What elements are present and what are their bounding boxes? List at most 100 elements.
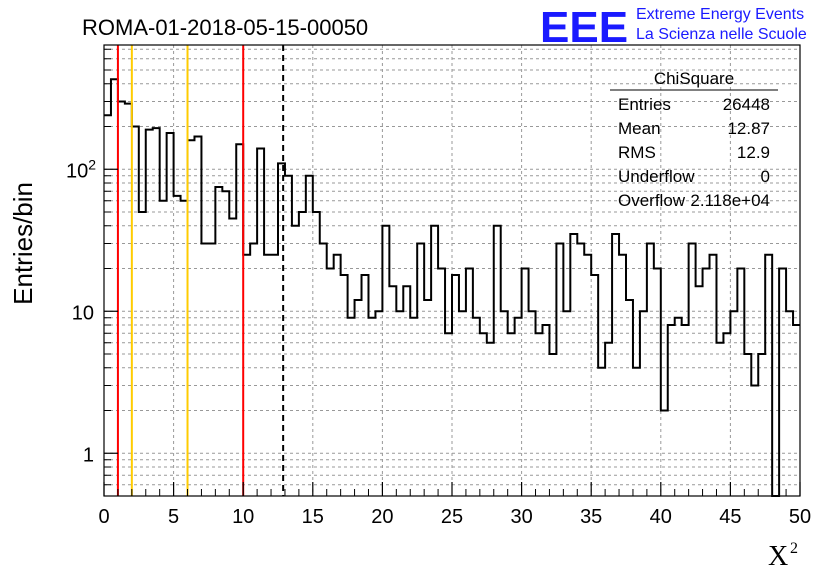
histogram-bin — [299, 212, 306, 496]
histogram-bin — [466, 269, 473, 496]
histogram-bin — [682, 325, 689, 496]
histogram-bin — [501, 311, 508, 496]
histogram-bin — [417, 244, 424, 496]
histogram-bin — [737, 269, 744, 496]
histogram-bin — [174, 196, 181, 496]
histogram-bin — [181, 201, 188, 496]
histogram-bin — [591, 275, 598, 496]
stats-box: ChiSquare Entries 26448 Mean 12.87 RMS 12.9 Un… — [610, 69, 778, 210]
stats-label: Overflow — [618, 191, 686, 210]
histogram-bin — [348, 318, 355, 496]
histogram-bin — [626, 300, 633, 496]
histogram-bin — [341, 275, 348, 496]
x-tick-label: 25 — [441, 506, 463, 528]
histogram-bin — [375, 311, 382, 496]
histogram-bin — [410, 318, 417, 496]
histogram-bin — [710, 255, 717, 496]
histogram-bin — [605, 343, 612, 496]
histogram-bin — [647, 244, 654, 496]
histogram-bin — [689, 244, 696, 496]
histogram-bin — [612, 234, 619, 496]
histogram-bin — [306, 176, 313, 496]
histogram-bin — [793, 325, 800, 496]
histogram-bin — [257, 149, 264, 496]
histogram-bin — [563, 311, 570, 496]
histogram-bin — [473, 318, 480, 496]
histogram-bin — [598, 368, 605, 496]
histogram-bin — [487, 343, 494, 496]
histogram-bin — [758, 354, 765, 496]
histogram-bin — [508, 333, 515, 496]
stats-value: 26448 — [723, 95, 770, 114]
histogram-bin — [118, 102, 125, 496]
histogram-bin — [723, 333, 730, 496]
histogram-bin — [577, 244, 584, 496]
histogram-bin — [696, 286, 703, 496]
stats-label: Underflow — [618, 167, 695, 186]
histogram-bin — [424, 300, 431, 496]
histogram-bin — [668, 325, 675, 496]
histogram-bin — [368, 318, 375, 496]
histogram-bin — [744, 354, 751, 496]
x-tick-label: 5 — [168, 506, 179, 528]
histogram-bin — [104, 115, 111, 496]
histogram-bin — [730, 311, 737, 496]
x-axis: 0 5 10 15 20 25 30 35 40 45 50 — [98, 482, 811, 528]
histogram-bin — [222, 191, 229, 496]
x-tick-label: 0 — [98, 506, 109, 528]
histogram-bin — [522, 269, 529, 496]
histogram-bin — [459, 311, 466, 496]
histogram-bin — [160, 201, 167, 496]
histogram-bin — [584, 255, 591, 496]
histogram-bin — [153, 128, 160, 496]
histogram-bin — [536, 333, 543, 496]
histogram-bin — [570, 234, 577, 496]
x-tick-label: 10 — [232, 506, 254, 528]
histogram-bin — [438, 269, 445, 496]
histogram-bin — [389, 286, 396, 496]
histogram-bin — [382, 226, 389, 496]
x-axis-label-superscript: 2 — [790, 540, 798, 557]
histogram-bin — [640, 311, 647, 496]
stats-label: Entries — [618, 95, 671, 114]
histogram-series — [104, 78, 800, 497]
histogram-bin — [431, 226, 438, 496]
histogram-bin — [236, 144, 243, 496]
histogram-bin — [765, 255, 772, 496]
histogram-bin — [139, 212, 146, 496]
cut-lines — [116, 45, 285, 496]
histogram-bin — [194, 137, 201, 496]
histogram-bin — [403, 286, 410, 496]
histogram-bin — [188, 140, 195, 496]
histogram-bin — [452, 275, 459, 496]
x-tick-label: 15 — [302, 506, 324, 528]
logo-subtitle-1: Extreme Energy Events — [636, 6, 804, 23]
histogram-bin — [355, 300, 362, 496]
y-tick-label: 1 — [83, 444, 94, 466]
stats-title: ChiSquare — [654, 69, 734, 88]
histogram-bin — [327, 269, 334, 496]
x-tick-label: 30 — [510, 506, 532, 528]
logo-subtitle-2: La Scienza nelle Scuole — [636, 26, 807, 43]
histogram-bin — [661, 411, 668, 496]
histogram-bin — [549, 354, 556, 496]
stats-value: 12.87 — [727, 119, 770, 138]
y-axis: 1 10 102 — [66, 48, 118, 486]
histogram-bin — [292, 226, 299, 496]
histogram-bin — [264, 255, 271, 496]
histogram-bin — [494, 226, 501, 496]
histogram-bin — [132, 127, 139, 496]
x-tick-label: 50 — [789, 506, 811, 528]
histogram-bin — [480, 333, 487, 496]
x-axis-label: X — [768, 541, 788, 572]
eee-logo: EEE — [540, 3, 628, 52]
histogram-bin — [362, 275, 369, 496]
histogram-bin — [445, 333, 452, 496]
histogram-bin — [320, 244, 327, 496]
histogram-bin — [779, 269, 786, 496]
histogram-bin — [146, 130, 153, 496]
histogram-bin — [529, 311, 536, 496]
histogram-bin — [111, 79, 118, 496]
histogram-bin — [619, 255, 626, 496]
